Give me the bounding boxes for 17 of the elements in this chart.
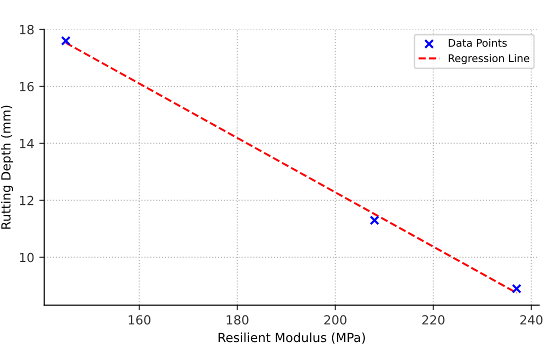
y-tick-label: 18 [20, 24, 34, 34]
x-tick-label: 240 [520, 315, 542, 325]
point [370, 215, 380, 226]
x-tick-label: 160 [128, 315, 150, 325]
y-tick-label: 16 [20, 82, 34, 92]
x-tick-label: 200 [324, 315, 346, 325]
y-axis-title: Rutting Depth (mm) [0, 106, 14, 229]
legend-label: Regression Line [448, 54, 530, 64]
legend-label: Data Points [448, 38, 507, 47]
x-tick-label: 220 [422, 315, 444, 325]
y-tick-label: 14 [20, 138, 34, 148]
point [512, 284, 522, 294]
y-tick-label: 10 [20, 252, 34, 262]
x-axis-title: Resilient Modulus (MPa) [218, 332, 365, 344]
y-tick-label: 12 [20, 196, 34, 206]
point [60, 36, 71, 46]
x-tick-label: 180 [226, 315, 248, 325]
